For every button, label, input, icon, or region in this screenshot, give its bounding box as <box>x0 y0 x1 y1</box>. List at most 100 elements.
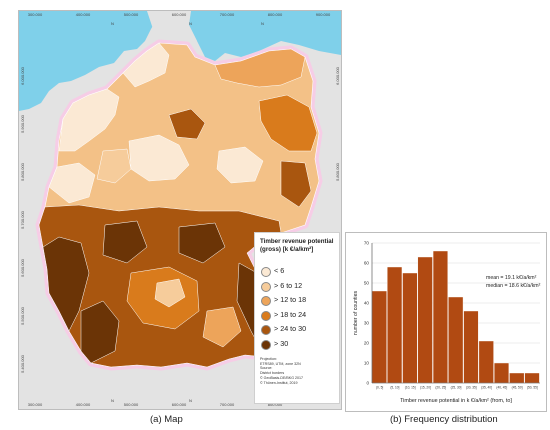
map-y-tick: 5.400.000 <box>20 355 25 373</box>
map-y-tick: 6.000.000 <box>20 67 25 85</box>
map-y-tick: 5.500.000 <box>20 307 25 325</box>
y-tick-label: 10 <box>364 361 370 366</box>
map-x-tick-bottom: 500.000 <box>123 402 139 407</box>
legend-swatch <box>261 325 271 335</box>
x-tick-label: (45, 50] <box>512 386 523 390</box>
histogram-bar <box>402 272 418 384</box>
histogram-bar <box>509 372 525 384</box>
map-y-tick: 5.700.000 <box>20 211 25 229</box>
y-tick-label: 70 <box>364 241 370 246</box>
map-y-tick: 5.900.000 <box>20 115 25 133</box>
map-y-tick: 5.800.000 <box>20 163 25 181</box>
legend-notes: Projection: ETRS89, UTM, zone 32N Source… <box>260 357 338 385</box>
region-southwest-gt30 <box>42 236 90 332</box>
region-northwest-light <box>58 88 120 152</box>
map-x-tick-bottom: 400.000 <box>75 402 91 407</box>
map-x-tick: 900.000 <box>315 12 331 17</box>
legend-swatch <box>261 267 271 277</box>
x-tick-label: (5, 10] <box>390 386 399 390</box>
map-x-tick-bottom: 800.000 <box>267 402 283 407</box>
legend-class-label: > 24 to 30 <box>274 324 307 333</box>
histogram-bar <box>463 310 479 384</box>
histogram-bar <box>478 340 494 384</box>
region-central-light <box>128 134 190 182</box>
region-east-mid <box>258 94 318 152</box>
legend-swatch <box>261 339 271 350</box>
germany-district-map: N N N N N N <box>19 11 341 409</box>
north-sea <box>19 11 169 111</box>
legend-class-row: > 18 to 24 <box>261 309 337 321</box>
legend-note: © GeoBasis-DE/BKG 2017 <box>260 375 303 380</box>
y-tick-label: 60 <box>364 261 370 266</box>
legend-class-row: > 12 to 18 <box>261 295 337 306</box>
x-tick-label: (50, 55] <box>527 386 538 390</box>
histogram-panel: 0 10 20 30 40 50 60 70 (0, 5] (5, 10] (10, 15] (15,… <box>345 232 547 412</box>
region-mid-6to12 <box>96 148 132 184</box>
map-y-tick: 5.600.000 <box>20 259 25 277</box>
legend-class-row: < 6 <box>261 266 337 277</box>
legend-note: District borders <box>260 371 285 376</box>
map-x-tick-bottom: 600.000 <box>171 402 187 407</box>
legend-swatch <box>261 296 271 306</box>
histogram-chart: 0 10 20 30 40 50 60 70 (0, 5] (5, 10] (10, 15] (15,… <box>353 241 541 404</box>
legend-swatch <box>261 310 271 321</box>
y-tick-label: 0 <box>366 381 369 386</box>
x-tick-label: (0, 5] <box>376 386 383 390</box>
map-x-tick: 700.000 <box>219 12 235 17</box>
x-tick-label: (40, 45] <box>496 386 507 390</box>
map-y-tick-right: 5.800.000 <box>335 163 340 181</box>
legend-note: ETRS89, UTM, zone 32N <box>260 361 301 366</box>
y-tick-label: 50 <box>364 281 370 286</box>
x-tick-label: (35, 40] <box>481 386 492 390</box>
grid-label: N <box>261 21 264 26</box>
legend-title: Timber revenue potential (gross) [k €/a/… <box>260 238 334 253</box>
region-northeast-mid <box>214 48 306 88</box>
x-tick-label: (15, 20] <box>420 386 431 390</box>
map-x-tick: 400.000 <box>75 12 91 17</box>
grid-label: N <box>189 398 192 403</box>
legend-class-label: > 30 <box>274 338 289 348</box>
y-axis-title: number of counties <box>353 291 359 336</box>
map-x-tick: 500.000 <box>123 12 139 17</box>
region-center-east-light <box>216 146 264 184</box>
map-panel: N N N N N N 300.000 400.000 500.000 600.… <box>18 10 342 410</box>
map-y-tick-right: 6.000.000 <box>335 67 340 85</box>
region-south-12to18 <box>202 306 242 348</box>
region-southwest-gt30-b <box>80 300 120 364</box>
map-x-tick: 300.000 <box>27 12 43 17</box>
x-axis-title: Timber revenue potential in k €/a/km² (f… <box>400 398 512 404</box>
grid-label: N <box>111 21 114 26</box>
histogram-bar <box>432 250 448 384</box>
caption-map: (a) Map <box>150 414 183 425</box>
denmark <box>147 11 197 45</box>
y-tick-label: 40 <box>364 301 370 306</box>
map-legend: Timber revenue potential (gross) [k €/a/… <box>254 232 340 404</box>
legend-class-row: > 6 to 12 <box>261 280 337 292</box>
baltic-sea <box>187 11 341 61</box>
map-x-tick: 800.000 <box>267 12 283 17</box>
region-north-light <box>122 42 170 88</box>
region-east-24to30 <box>280 160 312 208</box>
legend-class-label: > 18 to 24 <box>274 309 307 319</box>
histogram-bar <box>493 362 510 384</box>
map-x-tick-bottom: 300.000 <box>27 402 43 407</box>
region-north-dark-cluster <box>168 108 206 140</box>
x-tick-label: (10, 15] <box>405 386 416 390</box>
legend-class-row: > 30 <box>261 338 337 350</box>
histogram-bar <box>448 296 464 384</box>
grid-label: N <box>111 398 114 403</box>
y-tick-label: 20 <box>364 341 370 346</box>
mean-annotation: mean = 19.1 k€/a/km² <box>486 275 537 281</box>
caption-histogram: (b) Frequency distribution <box>390 414 498 425</box>
x-tick-label: (25, 30] <box>451 386 462 390</box>
legend-note: Projection: <box>260 357 277 361</box>
region-center-south-gt30 <box>178 222 226 264</box>
median-annotation: median = 18.6 k€/a/km² <box>486 283 541 289</box>
legend-note: © Thünen-Institut, 2019 <box>260 380 298 385</box>
map-x-tick: 600.000 <box>171 12 187 17</box>
x-tick-label: (20, 25] <box>435 386 446 390</box>
legend-class-label: > 6 to 12 <box>274 280 303 290</box>
legend-class-label: < 6 <box>274 266 285 275</box>
region-south-center-light <box>154 278 186 308</box>
histogram-bar <box>387 266 403 384</box>
